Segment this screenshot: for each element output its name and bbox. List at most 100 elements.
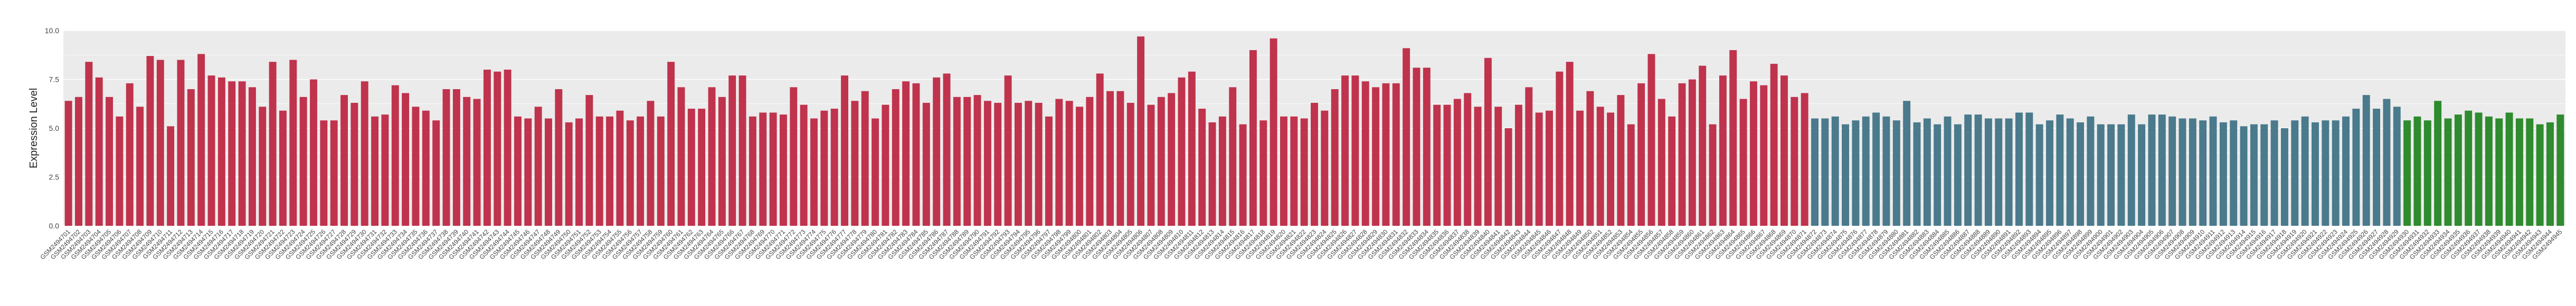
x-axis-ticks: GSM2494701GSM2494702GSM2494703GSM2494704… <box>39 228 2564 261</box>
bar <box>1801 93 1808 226</box>
bar <box>2219 122 2227 226</box>
bar <box>2352 109 2360 226</box>
bar <box>1137 36 1145 226</box>
bar <box>289 60 297 226</box>
bar <box>1964 114 1972 226</box>
bar <box>126 83 134 226</box>
bar <box>2444 118 2452 226</box>
bar <box>820 110 828 226</box>
bar <box>2312 122 2319 226</box>
bar <box>1811 118 1819 226</box>
bar <box>1607 112 1615 226</box>
bar <box>534 107 542 226</box>
bar <box>432 120 440 226</box>
bar <box>85 62 93 226</box>
bar <box>1668 116 1676 226</box>
bar <box>2066 118 2074 226</box>
bar <box>749 116 756 226</box>
bar <box>320 120 328 226</box>
bar <box>146 56 154 226</box>
bar <box>1556 71 1564 226</box>
bar <box>2077 122 2084 226</box>
bar <box>790 87 798 226</box>
bar <box>1934 124 1942 226</box>
bar <box>310 79 317 226</box>
bar <box>1658 99 1665 226</box>
bar <box>1637 83 1645 226</box>
bar <box>1147 104 1155 226</box>
bar <box>177 60 185 226</box>
bar <box>1403 48 1410 226</box>
bar <box>351 102 358 226</box>
bar <box>953 97 961 226</box>
bar <box>2526 118 2534 226</box>
bar <box>217 77 225 226</box>
bar <box>2158 114 2166 226</box>
bar <box>299 97 307 226</box>
bar <box>361 81 368 226</box>
bar <box>983 101 991 226</box>
bar <box>1280 116 1287 226</box>
bar <box>1321 110 1329 226</box>
bar <box>2332 120 2340 226</box>
bar <box>1514 104 1522 226</box>
bar <box>1923 118 1931 226</box>
bar <box>2270 120 2278 226</box>
bar <box>922 102 930 226</box>
bar <box>1086 97 1094 226</box>
bar <box>2138 124 2146 226</box>
bar <box>2536 124 2544 226</box>
bar <box>402 93 410 226</box>
bar <box>1076 107 1083 226</box>
bar <box>718 97 726 226</box>
bar <box>2199 120 2207 226</box>
bar <box>463 97 471 226</box>
bar <box>1218 116 1226 226</box>
bar <box>1014 102 1022 226</box>
bar <box>1647 54 1655 226</box>
bar <box>504 70 512 226</box>
bar <box>2240 126 2248 226</box>
bar <box>1596 107 1604 226</box>
bar <box>1586 91 1594 226</box>
bar <box>2546 122 2554 226</box>
bar <box>2393 107 2401 226</box>
bar <box>1842 124 1850 226</box>
bar <box>1351 75 1359 226</box>
bar <box>2403 120 2411 226</box>
y-tick-label: 5.0 <box>49 124 60 132</box>
bar <box>830 109 838 226</box>
bar <box>1096 73 1104 226</box>
bar <box>1831 116 1839 226</box>
bar <box>248 87 256 226</box>
bar <box>1954 124 1962 226</box>
bar <box>514 116 522 226</box>
bar <box>1157 97 1165 226</box>
bar <box>575 118 583 226</box>
bar <box>473 99 481 226</box>
bar <box>973 95 981 226</box>
bar <box>1300 118 1308 226</box>
bar <box>545 118 552 226</box>
bar <box>1341 75 1349 226</box>
bar <box>1749 81 1757 226</box>
bar <box>1719 75 1727 226</box>
bar <box>595 116 603 226</box>
bar <box>1504 128 1512 226</box>
bar <box>1178 77 1186 226</box>
bar <box>779 114 787 226</box>
bar <box>1546 110 1553 226</box>
bar <box>1739 99 1747 226</box>
bar <box>1413 68 1420 226</box>
bar <box>1699 65 1707 226</box>
bar <box>1106 91 1114 226</box>
bar <box>1984 118 1992 226</box>
bar <box>1995 118 2003 226</box>
bar <box>524 118 532 226</box>
bar <box>1872 112 1880 226</box>
bar <box>2189 118 2196 226</box>
bar <box>1045 116 1053 226</box>
bar <box>1035 102 1043 226</box>
bar <box>391 85 399 226</box>
bar <box>156 60 164 226</box>
